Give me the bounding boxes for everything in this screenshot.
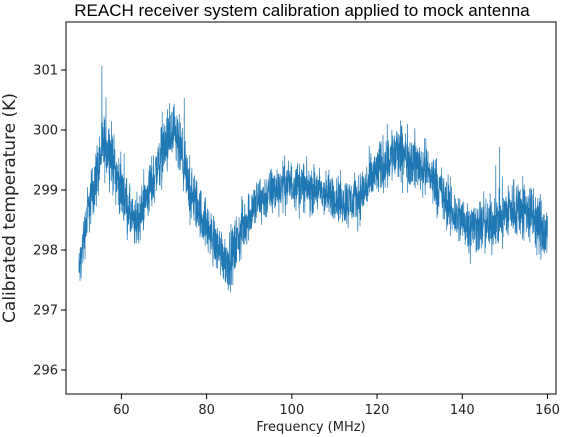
y-tick-label: 297 xyxy=(33,304,58,319)
x-tick-label: 60 xyxy=(113,403,130,418)
y-tick-label: 299 xyxy=(33,184,58,199)
x-tick-label: 120 xyxy=(365,403,390,418)
x-tick-label: 100 xyxy=(279,403,304,418)
chart-title: REACH receiver system calibration applie… xyxy=(74,1,530,20)
series-layer xyxy=(78,65,548,293)
y-tick-label: 296 xyxy=(33,364,58,379)
plot-area xyxy=(65,21,557,395)
y-axis: 296 297 298 299 300 301 xyxy=(33,64,66,379)
x-axis: 60 80 100 120 140 160 xyxy=(113,394,560,418)
x-tick-label: 140 xyxy=(450,403,475,418)
y-tick-label: 298 xyxy=(33,244,58,259)
series-line xyxy=(78,65,548,293)
y-axis-label: Calibrated temperature (K) xyxy=(0,93,20,323)
x-axis-label: Frequency (MHz) xyxy=(256,420,365,435)
x-tick-label: 80 xyxy=(198,403,215,418)
y-tick-label: 301 xyxy=(33,64,58,79)
y-tick-label: 300 xyxy=(33,124,58,139)
x-tick-label: 160 xyxy=(535,403,560,418)
